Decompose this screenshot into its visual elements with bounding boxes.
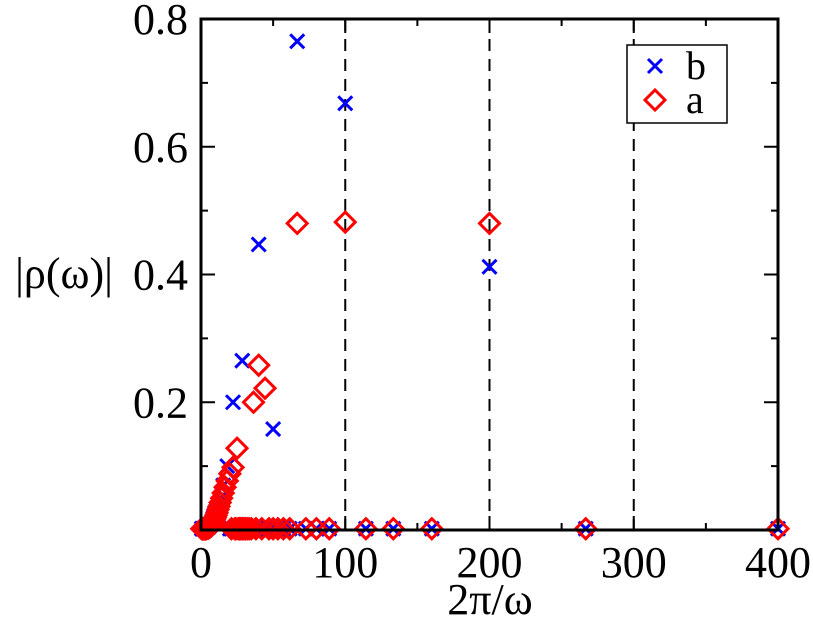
x-tick-labels: 0 100 200 300 400 <box>190 538 811 587</box>
point-a <box>215 468 240 493</box>
point-a <box>219 516 244 541</box>
point-a <box>419 516 444 541</box>
point-b <box>265 421 282 438</box>
point-b <box>481 258 498 275</box>
x-tick-label: 300 <box>601 538 667 587</box>
point-a <box>353 516 378 541</box>
legend-label: b <box>686 43 706 88</box>
point-b <box>250 236 267 253</box>
x-axis-label: 2π/ω <box>447 575 532 619</box>
point-b <box>289 33 306 50</box>
point-b <box>646 57 664 75</box>
y-tick-label: 0.8 <box>133 0 188 44</box>
x-tick-label: 0 <box>190 538 212 587</box>
reference-lines <box>344 19 635 530</box>
point-a <box>573 516 598 541</box>
legend-box <box>626 44 728 124</box>
point-a <box>285 211 310 236</box>
legend-label: a <box>686 77 704 122</box>
y-tick-label: 0.2 <box>133 378 188 427</box>
point-a <box>252 376 278 401</box>
point-a <box>381 516 406 541</box>
x-tick-label: 200 <box>457 538 523 587</box>
point-a <box>642 87 668 113</box>
x-tick-label: 400 <box>745 538 811 587</box>
point-a <box>222 516 248 541</box>
y-tick-label: 0.4 <box>133 251 188 300</box>
point-a <box>477 211 502 236</box>
plot-frame <box>199 17 780 532</box>
x-tick-label: 100 <box>312 538 378 587</box>
point-a <box>241 390 266 415</box>
y-tick-label: 0.6 <box>133 123 188 172</box>
point-a <box>765 516 791 541</box>
legend: ba <box>626 43 728 124</box>
point-a <box>333 210 358 235</box>
point-b <box>224 394 242 411</box>
point-a <box>304 516 329 541</box>
point-a <box>189 516 214 541</box>
y-tick-labels: 0.2 0.4 0.6 0.8 <box>133 0 188 427</box>
point-b <box>337 95 354 112</box>
y-axis-label: |ρ(ω)| <box>15 249 113 298</box>
point-a <box>226 516 251 541</box>
point-a <box>293 516 318 541</box>
point-a <box>224 436 250 461</box>
point-a <box>246 353 271 378</box>
point-a <box>265 516 291 541</box>
